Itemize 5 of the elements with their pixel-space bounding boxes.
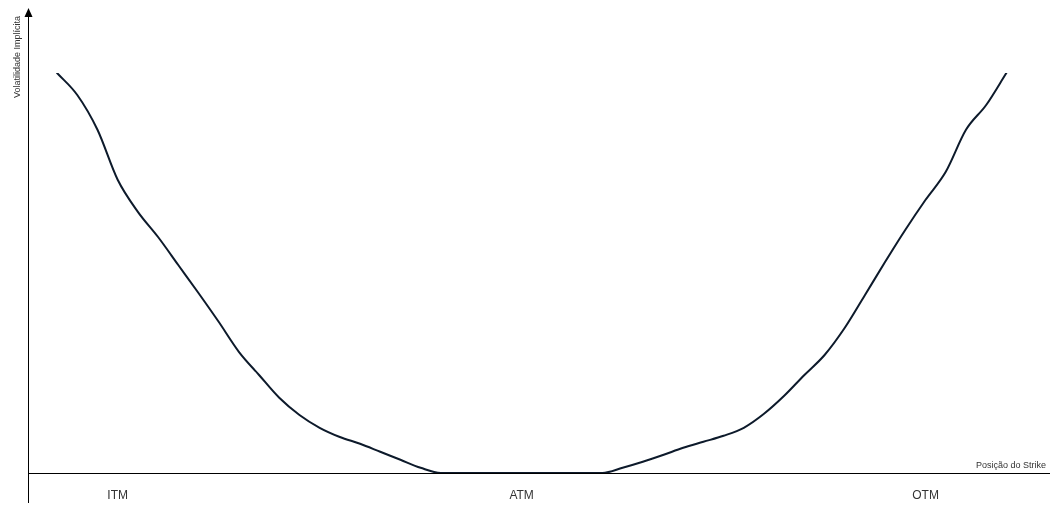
x-tick-label: ATM [509, 488, 534, 503]
y-axis-title: Volatilidade Implícita [12, 16, 23, 99]
x-tick-label: OTM [912, 488, 939, 503]
x-tick-label: ITM [107, 488, 129, 503]
x-axis-title: Posição do Strike [975, 459, 1046, 470]
